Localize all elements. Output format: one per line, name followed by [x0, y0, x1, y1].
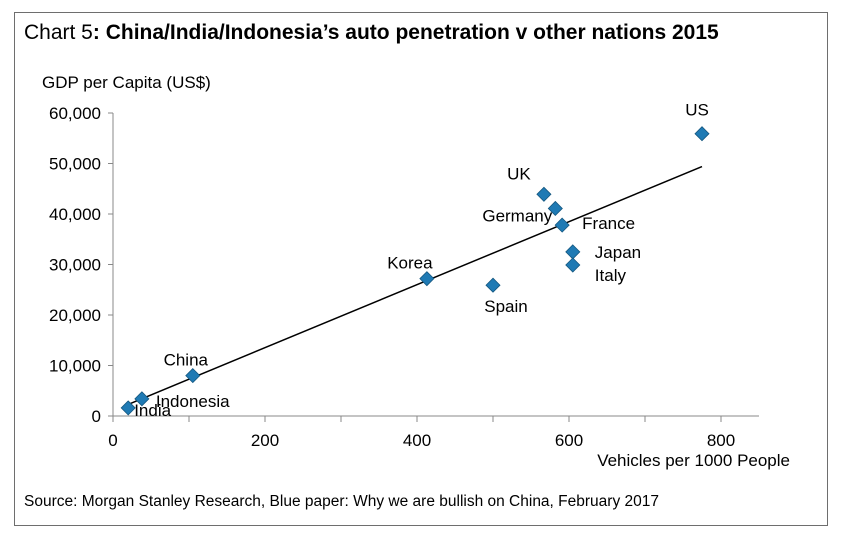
point-label-uk: UK [507, 164, 531, 183]
point-label-china: China [164, 351, 209, 370]
x-tick-label: 800 [707, 431, 735, 450]
y-tick-label: 20,000 [49, 306, 101, 325]
source-note: Source: Morgan Stanley Research, Blue pa… [24, 493, 659, 510]
y-axis-label: GDP per Capita (US$) [42, 73, 211, 92]
point-label-indonesia: Indonesia [156, 392, 230, 411]
point-india [120, 400, 136, 416]
y-tick-label: 40,000 [49, 205, 101, 224]
point-france [554, 217, 570, 233]
point-label-spain: Spain [484, 297, 527, 316]
data-points [120, 126, 710, 416]
axes: 0 10,000 20,000 30,000 40,000 50,000 60,000 0 20… [49, 104, 759, 450]
chart-frame [14, 12, 828, 526]
point-label-us: US [685, 101, 709, 120]
point-us [694, 126, 710, 142]
point-spain [485, 277, 501, 293]
point-china [185, 368, 201, 384]
y-tick-label: 30,000 [49, 256, 101, 275]
x-tick-label: 400 [403, 431, 431, 450]
point-italy [565, 257, 581, 273]
y-tick-label: 10,000 [49, 357, 101, 376]
point-korea [419, 271, 435, 287]
point-label-korea: Korea [387, 254, 433, 273]
y-tick-label: 0 [92, 407, 101, 426]
point-indonesia [134, 391, 150, 407]
x-tick-label: 200 [251, 431, 279, 450]
x-tick-label: 0 [108, 431, 117, 450]
point-label-france: France [582, 214, 635, 233]
y-tick-label: 60,000 [49, 104, 101, 123]
chart-title: Chart 5: China/India/Indonesia’s auto pe… [24, 21, 719, 45]
trendline-group [127, 165, 703, 406]
point-japan [565, 244, 581, 260]
point-label-germany: Germany [482, 206, 552, 225]
chart-title-rest: : China/India/Indonesia’s auto penetrati… [92, 21, 719, 44]
trendline [127, 165, 703, 406]
point-label-india: India [134, 401, 171, 420]
x-tick-label: 600 [555, 431, 583, 450]
x-axis-label: Vehicles per 1000 People [597, 451, 790, 470]
point-uk [536, 186, 552, 202]
point-label-italy: Italy [595, 266, 627, 285]
chart-title-lead: Chart 5 [24, 21, 93, 44]
y-tick-label: 50,000 [49, 155, 101, 174]
point-label-japan: Japan [595, 243, 641, 262]
point-germany [547, 200, 563, 217]
